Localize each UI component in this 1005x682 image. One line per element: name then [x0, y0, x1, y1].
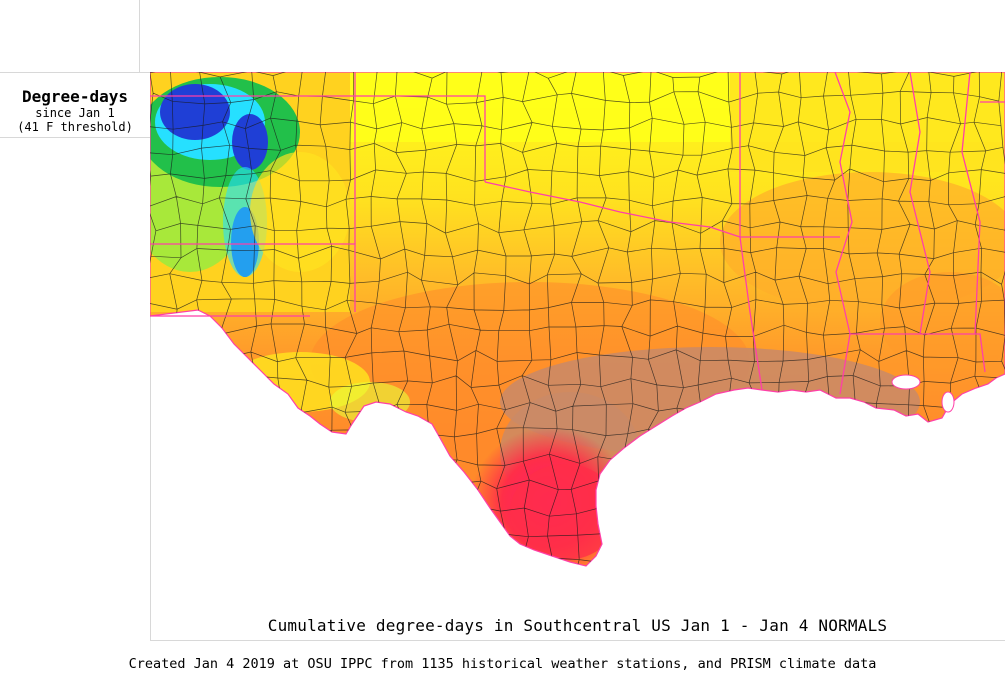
legend-divider-vertical	[139, 0, 140, 72]
footer-credit: Created Jan 4 2019 at OSU IPPC from 1135…	[128, 656, 877, 672]
legend-title: Degree-days	[22, 87, 128, 106]
state-borders	[150, 71, 1005, 395]
coastal-bays	[891, 374, 955, 413]
map-svg	[149, 71, 1005, 567]
degree-day-map	[149, 71, 1005, 640]
legend-panel: Degree-days since Jan 1 (41 F threshold)	[0, 88, 150, 138]
legend-bottom-line	[0, 137, 150, 138]
legend-subtitle-since: since Jan 1	[35, 106, 115, 120]
map-title: Cumulative degree-days in Southcentral U…	[267, 616, 888, 635]
map-bottom-edge	[150, 640, 1005, 641]
header-divider	[0, 72, 150, 73]
map-left-edge	[150, 72, 151, 640]
legend-subtitle-threshold: (41 F threshold)	[17, 120, 133, 134]
